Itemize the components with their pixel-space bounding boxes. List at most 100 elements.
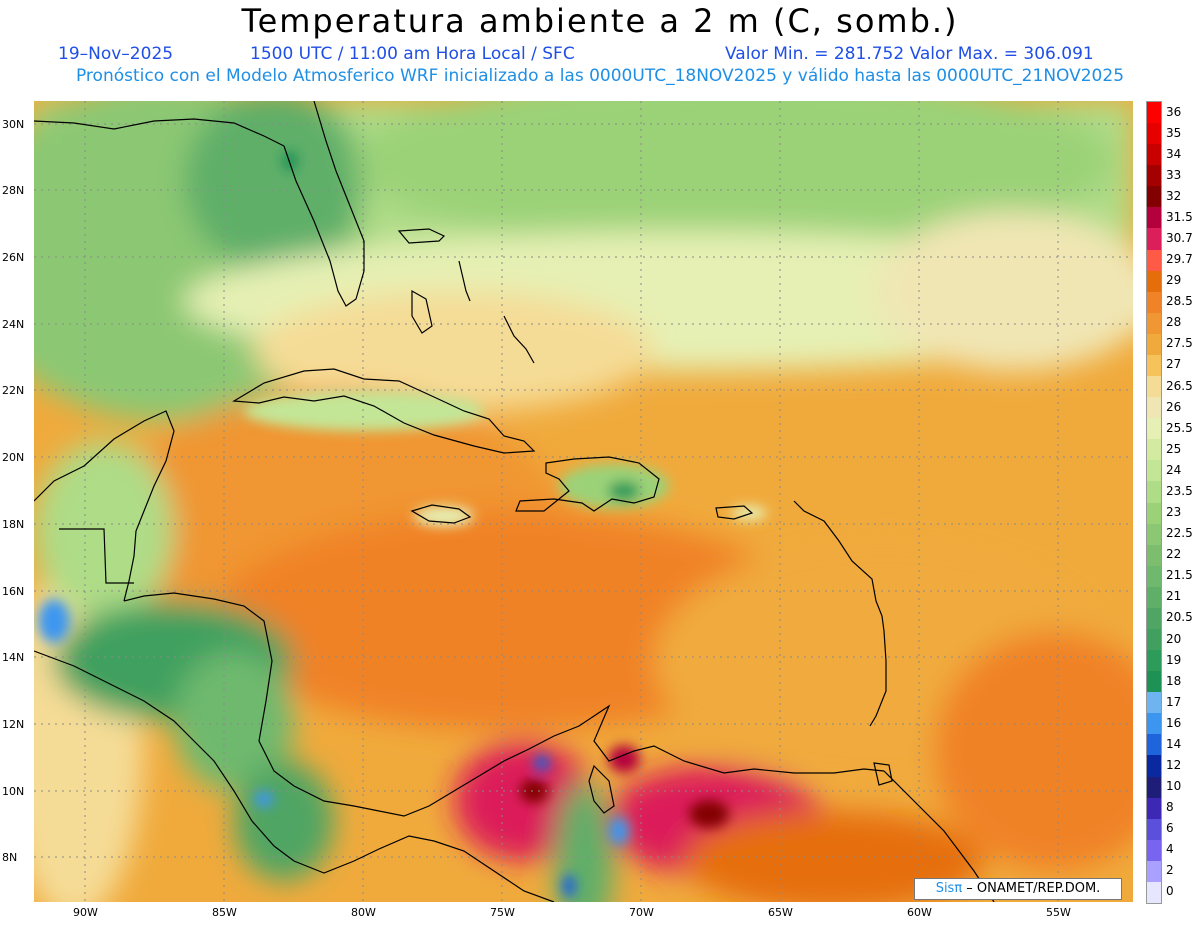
legend-swatch [1147, 418, 1161, 440]
legend-label: 4 [1166, 842, 1174, 857]
legend-swatch [1147, 123, 1161, 145]
central-america-pacific-coast [34, 650, 435, 874]
longitude-label: 75W [490, 906, 515, 919]
longitude-label: 60W [907, 906, 932, 919]
andes-cold [609, 817, 629, 845]
jamaica-outline [410, 504, 472, 524]
andes-cool [554, 781, 614, 902]
legend-swatch [1147, 186, 1161, 208]
legend-label: 16 [1166, 715, 1182, 730]
legend-label: 26.5 [1166, 378, 1193, 393]
latitude-label: 30N [2, 118, 25, 131]
legend-label: 28 [1166, 315, 1182, 330]
nicaragua-green [174, 651, 294, 791]
latitude-label: 14N [2, 651, 25, 664]
legend-label: 29.7 [1166, 252, 1193, 267]
longitude-label: 90W [73, 906, 98, 919]
legend-swatch [1147, 333, 1161, 356]
legend-label: 21 [1166, 589, 1182, 604]
latitude-label: 26N [2, 251, 25, 264]
legend-swatch [1147, 207, 1161, 229]
legend-swatch [1147, 650, 1161, 672]
legend-swatch [1147, 102, 1161, 124]
forecast-time: 1500 UTC / 11:00 am Hora Local / SFC [250, 44, 575, 64]
legend-swatch [1147, 797, 1161, 820]
costa-rica-cold [254, 791, 274, 807]
legend-swatch [1147, 397, 1161, 419]
legend-swatch [1147, 734, 1161, 756]
legend-label: 22.5 [1166, 526, 1193, 541]
latitude-label: 20N [2, 451, 25, 464]
south-america-inland-border [433, 840, 555, 902]
guatemala-cold [38, 599, 70, 643]
legend-label: 31.5 [1166, 209, 1193, 224]
bahamas-south-outline [503, 315, 535, 364]
legend-swatch [1147, 607, 1161, 630]
legend-swatch [1147, 291, 1161, 314]
cuba-cool [244, 391, 484, 431]
credit-text: – ONAMET/REP.DOM. [962, 881, 1101, 896]
legend-label: 0 [1166, 884, 1174, 899]
model-info: Pronóstico con el Modelo Atmosferico WRF… [75, 66, 1125, 86]
far-east-warm [934, 631, 1133, 871]
cuba-outline [232, 368, 536, 454]
latitude-label: 16N [2, 585, 25, 598]
legend-label: 36 [1166, 104, 1182, 119]
central-america-caribbean-coast [123, 592, 885, 817]
legend-swatch [1147, 460, 1161, 482]
min-max-values: Valor Min. = 281.752 Valor Max. = 306.09… [725, 44, 1094, 64]
latitude-label: 24N [2, 318, 25, 331]
legend-label: 23.5 [1166, 483, 1193, 498]
legend-swatch [1147, 713, 1161, 735]
latitude-label: 8N [2, 851, 18, 864]
lake-maracaibo-outline [588, 764, 615, 814]
legend-swatch [1147, 165, 1161, 187]
andes-south-cold [562, 874, 576, 898]
legend-label: 20 [1166, 631, 1182, 646]
legend-label: 8 [1166, 800, 1174, 815]
legend-swatch [1147, 628, 1161, 651]
map-title: Temperatura ambiente a 2 m (C, somb.) [241, 2, 959, 40]
legend-label: 6 [1166, 821, 1174, 836]
longitude-label: 80W [351, 906, 376, 919]
latitude-label: 22N [2, 384, 25, 397]
legend-swatch [1147, 692, 1161, 714]
legend-swatch [1147, 523, 1161, 546]
credit-box: Sisπ – ONAMET/REP.DOM. [914, 878, 1122, 900]
legend-label: 24 [1166, 462, 1182, 477]
florida-outline [283, 101, 365, 307]
legend-swatch [1147, 544, 1161, 567]
legend-swatch [1147, 839, 1161, 862]
legend-swatch [1147, 881, 1161, 904]
legend-swatch [1147, 860, 1161, 883]
legend-label: 21.5 [1166, 568, 1193, 583]
legend-label: 17 [1166, 694, 1182, 709]
legend-label: 19 [1166, 652, 1182, 667]
longitude-label: 85W [212, 906, 237, 919]
legend-label: 20.5 [1166, 610, 1193, 625]
puerto-rico-outline [715, 505, 754, 520]
trinidad-outline [873, 762, 893, 786]
legend-swatch [1147, 586, 1161, 609]
legend-label: 2 [1166, 863, 1174, 878]
legend-swatch [1147, 439, 1161, 461]
legend-swatch [1147, 818, 1161, 841]
colombia-lake-cold [534, 755, 550, 771]
bahamas-eleuthera-outline [458, 260, 471, 302]
bahamas-andros-outline [411, 289, 433, 334]
legend-swatch [1147, 776, 1161, 799]
atlantic-mid-field [354, 101, 1114, 251]
hispaniola-outline [515, 456, 660, 512]
latitude-label: 28N [2, 184, 25, 197]
legend-label: 33 [1166, 167, 1182, 182]
forecast-date: 19–Nov–2025 [58, 44, 174, 64]
bahamas-abaco-outline [397, 228, 446, 244]
legend-label: 27.5 [1166, 336, 1193, 351]
legend-label: 29 [1166, 273, 1182, 288]
legend-label: 23 [1166, 505, 1182, 520]
latitude-label: 18N [2, 518, 25, 531]
lesser-antilles-outline [793, 500, 887, 727]
legend-swatch [1147, 565, 1161, 588]
legend-label: 14 [1166, 736, 1182, 751]
jamaica-pale [414, 506, 474, 526]
